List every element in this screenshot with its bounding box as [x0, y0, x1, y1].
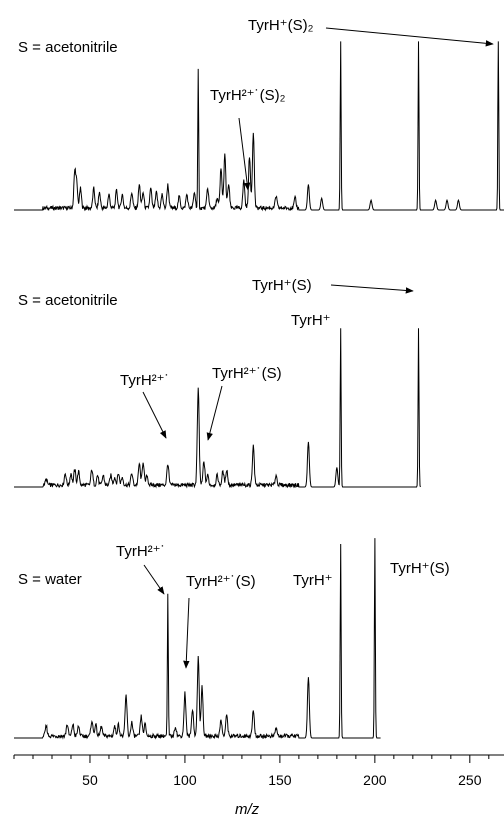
panel-2-label-tyrh: TyrH⁺: [291, 312, 331, 329]
panel-2-label-tyrh2-s: TyrH²⁺˙(S): [212, 365, 282, 382]
panel-2-title: S = acetonitrile: [18, 292, 118, 309]
arrow-tyrh-s: [330, 284, 414, 294]
arrow-tyrh2-s-water: [183, 597, 190, 669]
panel-1-label-tyrh-s2: TyrH⁺(S)₂: [248, 17, 314, 34]
x-tick-label-150: 150: [268, 772, 292, 788]
arrow-tyrh-s2: [325, 27, 494, 47]
panel-3-label-tyrh2: TyrH²⁺˙: [116, 543, 166, 560]
panel-1-label-tyrh2-s2: TyrH²⁺˙(S)₂: [210, 87, 286, 104]
panel-1-title: S = acetonitrile: [18, 39, 118, 56]
panel-3-title: S = water: [18, 571, 82, 588]
arrow-tyrh2-water: [143, 564, 165, 595]
spectrum-trace-1: [14, 41, 504, 212]
x-tick-label-200: 200: [363, 772, 387, 788]
arrow-tyrh2-s: [206, 385, 223, 441]
panel-2-label-tyrh2: TyrH²⁺˙: [120, 372, 170, 389]
arrow-tyrh2: [142, 391, 167, 439]
panel-3-label-tyrh-s: TyrH⁺(S): [390, 560, 450, 577]
x-tick-label-250: 250: [458, 772, 482, 788]
x-axis-ticks: 50 100 150 200 250: [13, 755, 490, 788]
x-tick-label-50: 50: [82, 772, 98, 788]
panel-3-label-tyrh2-s: TyrH²⁺˙(S): [186, 573, 256, 590]
panel-2-label-tyrh-s: TyrH⁺(S): [252, 277, 312, 294]
x-axis-title: m/z: [235, 801, 260, 818]
spectrum-trace-3: [14, 538, 381, 740]
arrow-tyrh2-s2: [238, 117, 251, 191]
panel-3-label-tyrh: TyrH⁺: [293, 572, 333, 589]
spectrum-trace-2: [14, 328, 421, 489]
x-tick-label-100: 100: [173, 772, 197, 788]
